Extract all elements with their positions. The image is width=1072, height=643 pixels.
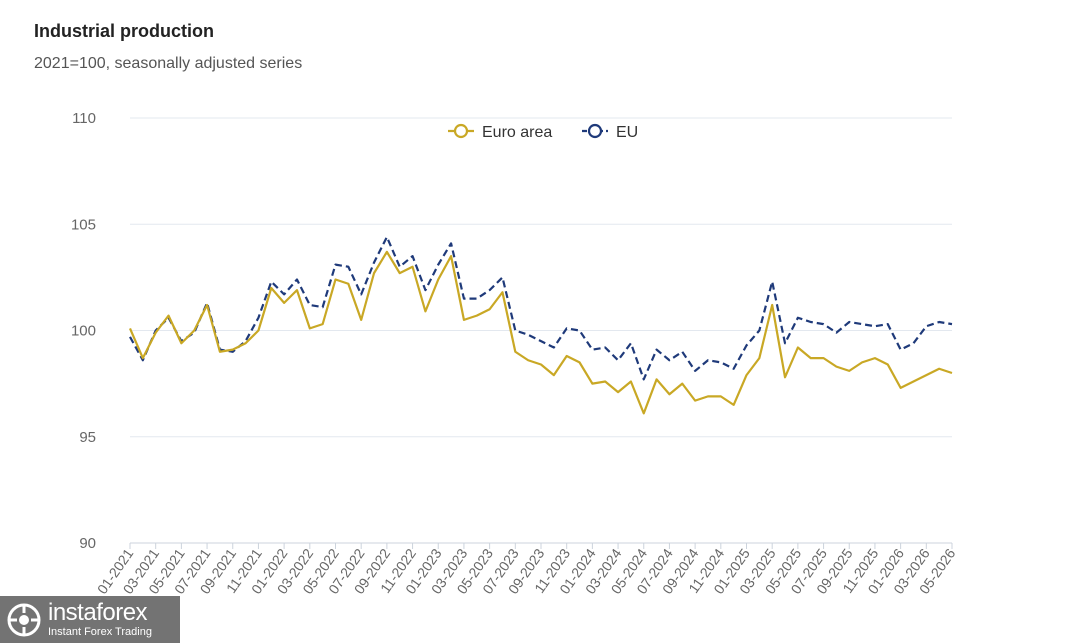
legend-marker-icon bbox=[453, 123, 469, 139]
instaforex-logo-icon bbox=[7, 603, 41, 636]
x-axis-ticks: 01-202103-202105-202107-202109-202111-20… bbox=[94, 543, 959, 597]
instaforex-watermark: instaforex Instant Forex Trading bbox=[0, 596, 180, 643]
legend-euro-area[interactable]: Euro area bbox=[448, 123, 552, 141]
grid-lines bbox=[130, 117, 952, 544]
watermark-name: instaforex bbox=[48, 599, 148, 626]
legend-label: Euro area bbox=[482, 124, 552, 141]
y-tick-label: 110 bbox=[72, 110, 96, 127]
chart-title: Industrial production bbox=[34, 21, 214, 41]
watermark-tagline: Instant Forex Trading bbox=[48, 626, 152, 638]
y-tick-label: 95 bbox=[79, 429, 96, 446]
y-tick-label: 105 bbox=[71, 216, 96, 233]
legend-marker-icon bbox=[587, 123, 603, 139]
y-axis-ticks: 90 95 100 105 110 bbox=[71, 110, 96, 552]
legend[interactable]: Euro area EU bbox=[448, 123, 638, 141]
chart-subtitle: 2021=100, seasonally adjusted series bbox=[34, 55, 303, 72]
euro-area-series-line bbox=[128, 250, 953, 415]
eu-series-line bbox=[129, 235, 953, 381]
legend-label: EU bbox=[616, 124, 638, 141]
y-tick-label: 90 bbox=[79, 535, 96, 552]
series-lines bbox=[128, 235, 953, 415]
y-tick-label: 100 bbox=[71, 323, 96, 340]
legend-eu[interactable]: EU bbox=[582, 123, 638, 141]
